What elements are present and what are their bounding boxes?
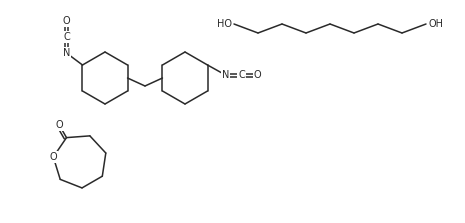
Text: O: O	[49, 152, 57, 162]
Text: HO: HO	[217, 19, 232, 29]
Text: C: C	[238, 70, 245, 80]
Text: C: C	[63, 32, 70, 42]
Text: N: N	[222, 70, 229, 80]
Text: O: O	[63, 16, 70, 26]
Text: O: O	[254, 70, 261, 80]
Text: N: N	[63, 48, 70, 58]
Text: OH: OH	[429, 19, 444, 29]
Text: O: O	[55, 120, 63, 130]
